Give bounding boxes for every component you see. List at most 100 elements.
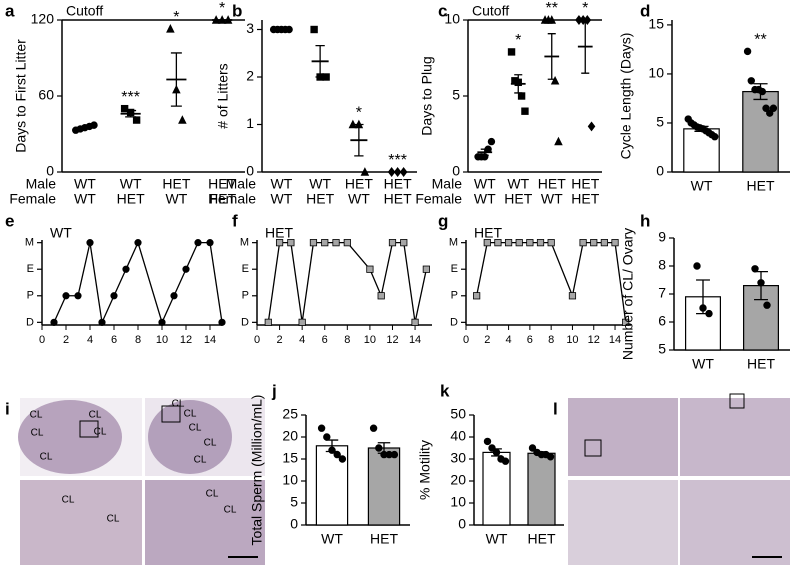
point: [622, 318, 630, 326]
x-tick-label: 8: [135, 334, 141, 346]
tissue: [18, 400, 122, 474]
micrograph-label: CL: [30, 410, 43, 421]
point: [521, 107, 529, 115]
y-tick-label: 15: [648, 16, 664, 32]
y-tick-label: D: [241, 316, 249, 328]
x-tick-label: 14: [204, 334, 216, 346]
x-tick-label: 8: [344, 334, 350, 346]
panel-letter: i: [5, 399, 10, 418]
y-tick-label: 25: [282, 406, 298, 422]
image-tile: [680, 480, 790, 565]
point: [517, 92, 526, 100]
micrograph-label: CL: [184, 409, 197, 420]
micrograph-label: CL: [172, 399, 185, 410]
x-tick-label: 4: [299, 334, 305, 346]
point: [388, 239, 397, 247]
y-axis-label: Total Sperm (Million/mL): [249, 395, 265, 546]
micrograph-label: CL: [94, 427, 107, 438]
point: [50, 318, 58, 326]
y-tick-label: 8: [658, 257, 666, 273]
y-tick-label: E: [451, 263, 458, 275]
point: [206, 239, 214, 247]
point: [550, 75, 560, 85]
point: [328, 446, 336, 454]
point: [322, 73, 330, 81]
point: [375, 444, 383, 452]
y-tick-label: 20: [282, 428, 298, 444]
x-tick-label: HET: [208, 191, 236, 207]
bar: [367, 447, 401, 526]
inset-box: [729, 393, 745, 409]
y-tick-label: 5: [656, 114, 664, 130]
panel-letter: a: [5, 1, 15, 20]
point: [298, 318, 306, 326]
row-label: Male: [26, 176, 57, 192]
x-tick-label: 2: [484, 334, 490, 346]
point: [134, 239, 142, 247]
point: [218, 318, 226, 326]
image-tile: [20, 480, 142, 565]
y-tick-label: M: [25, 237, 34, 249]
micrograph-label: CL: [31, 428, 44, 439]
point: [360, 167, 370, 176]
significance: *: [515, 32, 521, 49]
point: [758, 87, 767, 96]
x-tick-label: WT: [474, 191, 496, 207]
row-label: Female: [209, 191, 256, 207]
x-tick-label: 8: [548, 334, 554, 346]
significance: *: [173, 9, 179, 26]
micrograph-label: CL: [89, 410, 102, 421]
micrograph-label: CL: [40, 452, 53, 463]
x-tick-label: WT: [348, 191, 370, 207]
x-tick-label: HET: [370, 531, 398, 547]
point: [492, 448, 501, 457]
x-tick-label: 10: [566, 334, 578, 346]
y-tick-label: P: [27, 290, 34, 302]
x-tick-label: HET: [384, 191, 412, 207]
point: [90, 121, 98, 129]
point: [501, 457, 510, 465]
x-tick-label: HET: [345, 176, 373, 192]
x-tick-label: 10: [156, 334, 168, 346]
y-axis-label: # of Litters: [215, 63, 231, 128]
x-tick-label: 4: [87, 334, 93, 346]
x-tick-label: WT: [270, 176, 292, 192]
x-tick-label: WT: [507, 176, 529, 192]
y-tick-label: 0: [452, 163, 460, 179]
row-label: Male: [432, 176, 463, 192]
cutoff-label: Cutoff: [66, 3, 103, 19]
micrograph-label: CL: [206, 489, 219, 500]
x-tick-label: WT: [692, 356, 714, 372]
point: [393, 167, 402, 177]
point: [693, 262, 701, 270]
point: [126, 108, 135, 117]
point: [747, 77, 755, 85]
point: [583, 15, 592, 25]
panel-letter: l: [553, 399, 558, 418]
y-tick-label: 10: [450, 494, 466, 510]
y-tick-label: 1: [246, 115, 254, 131]
point: [515, 239, 523, 247]
x-tick-label: HET: [306, 191, 334, 207]
x-tick-label: HET: [747, 178, 775, 194]
x-tick-label: 14: [409, 334, 421, 346]
point: [526, 239, 534, 247]
y-axis-label: Cycle Length (Days): [618, 33, 634, 160]
point: [182, 265, 190, 273]
y-axis-label: Number of CL/ Ovary: [620, 228, 636, 360]
x-tick-label: 6: [527, 334, 533, 346]
point: [158, 318, 166, 326]
panel-letter: b: [232, 1, 242, 20]
inset-box: [584, 439, 602, 457]
point: [769, 104, 778, 112]
y-tick-label: 40: [450, 428, 466, 444]
point: [711, 132, 719, 141]
point: [757, 279, 765, 287]
point: [751, 265, 759, 273]
y-tick-label: 120: [31, 11, 55, 27]
x-tick-label: WT: [321, 531, 343, 547]
x-tick-label: WT: [74, 191, 96, 207]
panel-letter: d: [640, 1, 650, 20]
tissue: [148, 400, 232, 474]
significance: **: [754, 32, 766, 49]
